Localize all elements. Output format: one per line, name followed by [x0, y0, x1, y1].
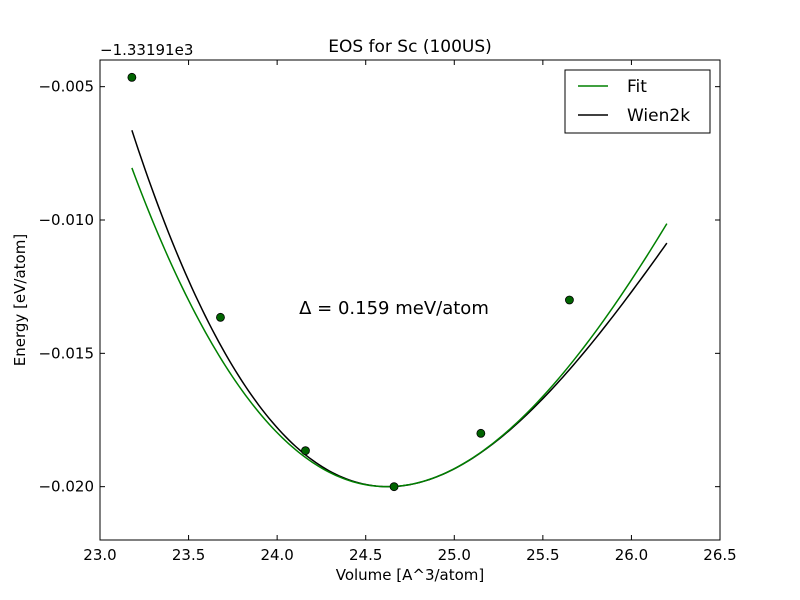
data-point	[301, 446, 310, 456]
series-line-fit	[131, 167, 668, 488]
markers-layer	[127, 72, 574, 492]
x-tick-label: 26.0	[615, 546, 648, 564]
data-point	[127, 72, 137, 82]
legend: Fit Wien2k	[564, 69, 711, 134]
legend-box	[564, 69, 711, 134]
curves-layer	[131, 130, 668, 488]
x-tick-label: 25.0	[438, 546, 471, 564]
chart-title: EOS for Sc (100US)	[328, 37, 492, 57]
y-axis-title: Energy [eV/atom]	[11, 234, 29, 366]
x-tick-label: 23.5	[172, 546, 205, 564]
legend-wien2k-label: Wien2k	[627, 106, 690, 126]
data-point	[389, 482, 399, 492]
y-tick-label: −0.005	[38, 78, 94, 96]
data-point	[476, 428, 486, 438]
y-axis-ticks: −0.005 −0.010 −0.015 −0.020	[38, 78, 720, 496]
x-tick-label: 25.5	[526, 546, 559, 564]
legend-fit-label: Fit	[627, 77, 647, 97]
x-tick-label: 24.5	[349, 546, 382, 564]
y-tick-label: −0.015	[38, 344, 94, 362]
y-offset-label: −1.33191e3	[100, 41, 193, 59]
delta-annotation: Δ = 0.159 meV/atom	[299, 298, 489, 319]
plot-area	[100, 60, 720, 540]
data-point	[216, 312, 225, 322]
plot-frame	[99, 59, 721, 541]
x-tick-label: 24.0	[260, 546, 293, 564]
data-point	[565, 295, 574, 305]
y-tick-label: −0.010	[38, 211, 94, 229]
x-tick-label: 23.0	[83, 546, 116, 564]
x-axis-title: Volume [A^3/atom]	[336, 566, 485, 584]
x-tick-label: 26.5	[703, 546, 736, 564]
x-axis-ticks: 23.0 23.5 24.0 24.5 25.0 25.5 26.0 26.5	[83, 60, 737, 564]
y-tick-label: −0.020	[38, 478, 94, 496]
